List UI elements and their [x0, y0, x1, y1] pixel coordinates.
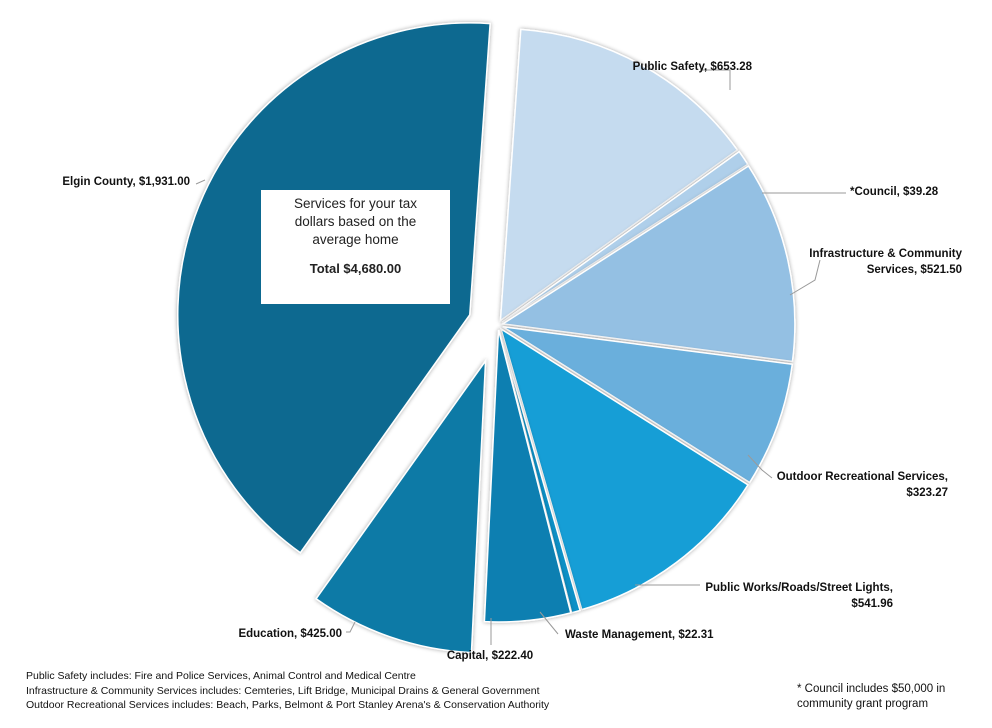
leader-line	[346, 621, 356, 633]
pie-slice-infrastructure-community-services	[500, 165, 796, 363]
pie-slice-outdoor-recreational-services	[502, 325, 794, 484]
slice-label: Public Safety, $653.28	[633, 61, 753, 73]
pie-slice-education	[315, 358, 487, 654]
pie-slice-public-works-roads-street-lights	[499, 327, 749, 611]
slice-label: Capital, $222.40	[447, 650, 533, 662]
slice-label: Infrastructure & Community Services, $521…	[809, 248, 962, 276]
total-info-box: Services for your tax dollars based on t…	[261, 190, 450, 304]
council-footnote: * Council includes $50,000 in community …	[797, 683, 946, 710]
footnote-infrastructure: Infrastructure & Community Services incl…	[26, 684, 540, 697]
info-description: Services for your tax dollars based on t…	[293, 196, 418, 247]
leader-line	[539, 611, 559, 635]
pie-slice-public-safety	[499, 28, 739, 323]
leader-line	[747, 454, 773, 479]
pie-slice-waste-management	[498, 329, 581, 614]
pie-slice-council	[501, 150, 749, 323]
pie-slice-capital	[483, 329, 572, 623]
footnotes: Public Safety includes: Fire and Police …	[26, 669, 549, 713]
slice-label: Elgin County, $1,931.00	[62, 176, 190, 188]
footnote-outdoor-recreation: Outdoor Recreational Services includes: …	[26, 699, 550, 711]
slice-label: Waste Management, $22.31	[565, 629, 714, 641]
leader-line	[195, 179, 206, 185]
slice-label: *Council, $39.28	[850, 186, 939, 198]
leader-line	[700, 69, 731, 90]
info-total: Total $4,680.00	[309, 261, 402, 276]
slice-label: Education, $425.00	[238, 628, 342, 640]
footnote-public-safety: Public Safety includes: Fire and Police …	[26, 670, 416, 682]
slice-label: Outdoor Recreational Services, $323.27	[777, 471, 948, 499]
slice-label: Public Works/Roads/Street Lights, $541.96	[705, 582, 893, 610]
leader-line	[789, 259, 821, 296]
